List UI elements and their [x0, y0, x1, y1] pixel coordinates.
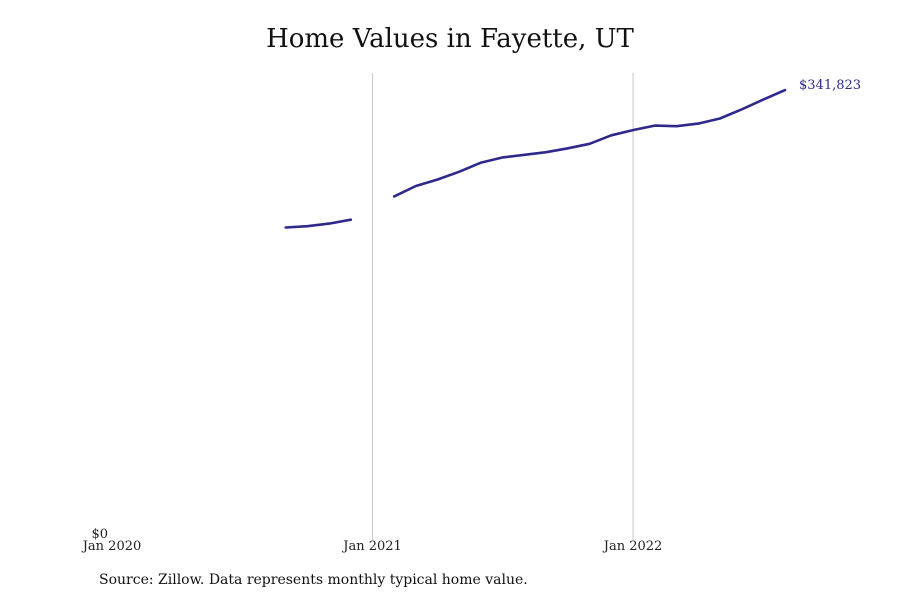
grid-lines: [372, 73, 634, 540]
data-labels: $341,823: [799, 78, 861, 93]
x-tick-label: Jan 2022: [602, 539, 663, 554]
series-line-segment: [392, 88, 787, 198]
axis-tick-labels: Jan 2020 Jan 2021 Jan 2022 $0: [81, 527, 663, 554]
x-tick-label: Jan 2020: [81, 539, 142, 554]
source-note: Source: Zillow. Data represents monthly …: [99, 572, 528, 588]
series-lines: [284, 88, 787, 229]
series-line-segment: [284, 218, 353, 229]
y-tick-label: $0: [91, 527, 108, 542]
end-value-label: $341,823: [799, 78, 861, 93]
x-tick-label: Jan 2021: [341, 539, 402, 554]
chart-title: Home Values in Fayette, UT: [266, 24, 634, 54]
